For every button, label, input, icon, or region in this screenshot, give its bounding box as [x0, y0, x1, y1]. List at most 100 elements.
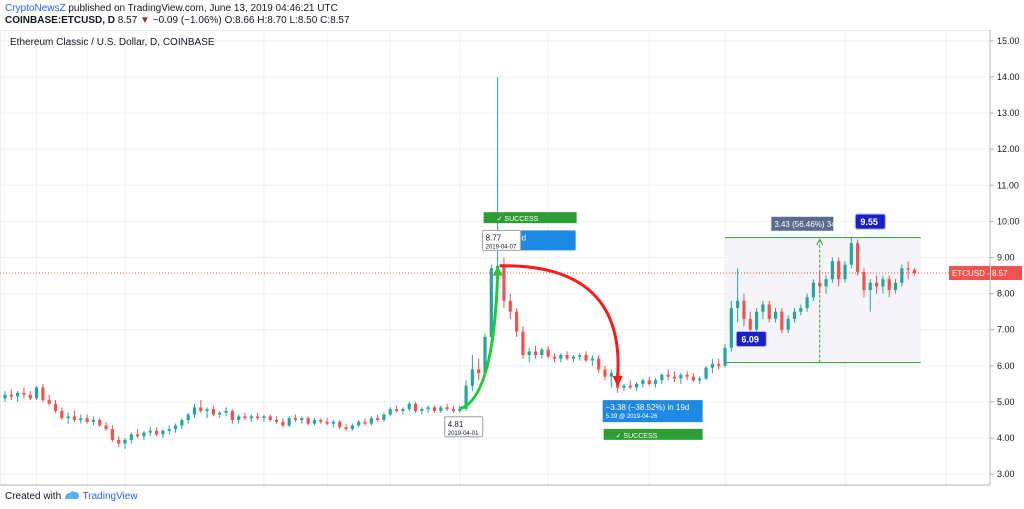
candle-body [413, 403, 418, 411]
candle-body [154, 430, 159, 435]
candle-body [521, 331, 525, 355]
candle-body [148, 430, 152, 433]
created-with-text: Created with [5, 491, 62, 502]
candle-body [357, 421, 361, 426]
candle-body [622, 385, 626, 388]
candle-body [736, 300, 740, 309]
candle-body [717, 364, 721, 366]
box-low-callout: 6.09 [735, 331, 767, 348]
tradingview-logo-icon [64, 491, 83, 502]
candle-body [407, 403, 411, 410]
candle-body [792, 311, 797, 319]
candle-body [729, 308, 733, 348]
candle-body [533, 351, 538, 355]
candle-body [237, 416, 241, 420]
candle-body [426, 407, 430, 410]
candle-body [249, 416, 253, 419]
candle-body [874, 282, 879, 287]
candle-body [243, 416, 247, 419]
candle-body [319, 420, 323, 422]
candle-body [893, 282, 898, 290]
candle-body [868, 282, 872, 290]
candle-body [830, 261, 834, 280]
candle-body [66, 416, 70, 419]
author-link[interactable]: CryptoNewsZ [5, 3, 66, 14]
candle-body [123, 439, 127, 444]
candle-body [98, 420, 102, 426]
candle-body [281, 421, 285, 426]
candle-body [110, 429, 114, 440]
price-tag-box [949, 266, 990, 281]
candlestick-series[interactable] [3, 76, 917, 449]
price-tick-label: 15.00 [997, 36, 1020, 46]
fall-success-badge: ✓ SUCCESS [603, 428, 703, 440]
candle-body [458, 408, 462, 411]
candle-body [843, 264, 847, 280]
candle-body [117, 439, 121, 444]
high-point-label-text: 8.77 [486, 233, 502, 242]
candle-body [628, 385, 632, 388]
candle-body [394, 409, 399, 411]
candle-body [344, 427, 348, 430]
candle-body [104, 425, 108, 430]
candle-body [432, 407, 437, 411]
candle-body [742, 300, 746, 319]
high-point-label-text: 2019-04-07 [486, 244, 517, 250]
fall-measure-box: −3.38 (−38.52%) in 19d 5.39 @ 2019-04-26 [602, 400, 703, 423]
candle-body [584, 355, 588, 361]
candle-body [685, 374, 689, 377]
candle-body [363, 421, 367, 424]
candle-body [350, 425, 354, 430]
candle-body [502, 265, 506, 301]
candle-body [723, 347, 727, 366]
published-text: published on TradingView.com, June 13, 2… [68, 3, 338, 14]
fall-measure-box-box [602, 400, 703, 423]
candle-body [180, 420, 184, 426]
time-axis[interactable]: 1914Feb11Mar1121Apr15May13Jun17 [0, 485, 951, 486]
fall-curve [499, 264, 620, 378]
candle-body [837, 261, 841, 280]
change-value: −0.09 (−1.06%) [152, 15, 222, 26]
candle-body [218, 412, 222, 415]
candle-body [142, 432, 146, 437]
price-axis[interactable]: 3.00 4.00 5.00 6.00 7.00 8.00 9.00 10.00 11.00 12… [990, 36, 1020, 479]
price-tick-label: 5.00 [997, 397, 1015, 407]
low-point-label: 4.81 2019-04-01 [444, 416, 484, 438]
candle-body [331, 421, 336, 424]
ohlc-values: O:8.66 H:8.70 L:8.50 C:8.57 [224, 15, 350, 26]
fall-measure-box-text: 5.39 @ 2019-04-26 [606, 414, 658, 420]
candle-body [704, 367, 708, 379]
candle-body [262, 416, 266, 419]
candle-body [129, 434, 133, 440]
candle-body [369, 418, 373, 424]
box-high-callout-box [854, 213, 886, 230]
rise-badge-text: ✓ SUCCESS [497, 216, 539, 223]
tradingview-brand[interactable]: TradingView [82, 491, 138, 502]
price-tick-label: 11.00 [997, 180, 1019, 190]
candle-body [256, 416, 260, 419]
box-high-callout: 9.55 [854, 213, 886, 230]
low-point-label-box [444, 416, 484, 438]
chart-header: CryptoNewsZ published on TradingView.com… [0, 0, 1024, 30]
candle-body [811, 282, 816, 298]
candle-body [199, 407, 203, 411]
candle-body [900, 268, 904, 283]
price-chart[interactable]: Ethereum Classic / U.S. Dollar, D, COINB… [0, 30, 1024, 486]
high-point-label-box [482, 229, 522, 251]
candle-body [205, 409, 209, 411]
rise-success-badge: ✓ SUCCESS [483, 212, 577, 224]
candle-body [799, 308, 803, 312]
candle-body [710, 364, 714, 368]
candle-body [754, 311, 759, 330]
price-tick-label: 8.00 [997, 289, 1015, 299]
candle-body [590, 358, 594, 361]
last-price: 8.57 [117, 15, 138, 26]
price-tick-label: 6.00 [997, 361, 1015, 371]
candle-body [161, 430, 165, 435]
price-tag-label: ETCUSD - 8.57 [952, 269, 1008, 278]
low-point-label-text: 4.81 [448, 420, 464, 429]
candle-body [325, 421, 329, 424]
candle-body [514, 311, 519, 332]
candle-body [47, 400, 51, 404]
range-label-text: 3.43 (56.46%) 343 [774, 220, 840, 229]
